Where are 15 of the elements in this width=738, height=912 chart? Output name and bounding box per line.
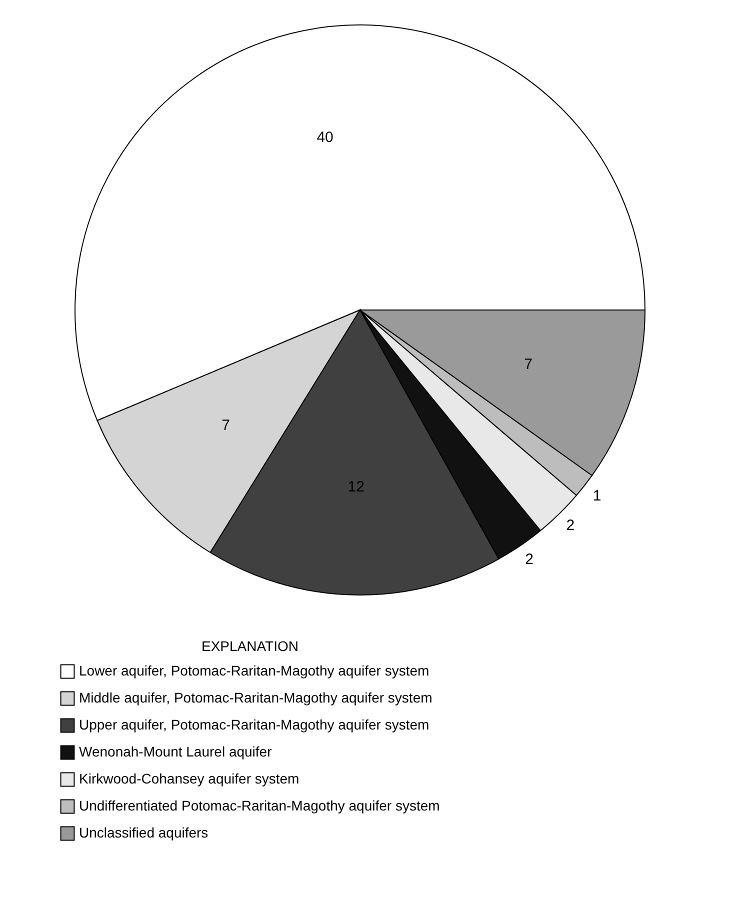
legend-label: Kirkwood-Cohansey aquifer system	[79, 770, 300, 786]
legend-label: Middle aquifer, Potomac-Raritan-Magothy aquifer system	[79, 690, 432, 706]
data-label: 2	[525, 550, 534, 568]
data-label: 2	[566, 517, 575, 534]
data-label: 40	[316, 128, 334, 146]
legend-label: Unclassified aquifers	[79, 824, 208, 840]
legend-label: Lower aquifer, Potomac-Raritan-Magothy aquifer system	[79, 662, 430, 678]
legend-title: EXPLANATION	[202, 638, 298, 654]
data-label: 1	[592, 487, 602, 504]
data-label: 7	[524, 356, 532, 373]
data-label: 7	[222, 416, 230, 434]
legend-label: Wenonah-Mount Laurel aquifer	[79, 744, 272, 760]
legend-label: Undifferentiated Potomac-Raritan-Magothy aquifer system	[79, 798, 440, 814]
legend-label: Upper aquifer, Potomac-Raritan-Magothy aquifer system	[79, 716, 430, 732]
data-label: 12	[348, 478, 364, 496]
